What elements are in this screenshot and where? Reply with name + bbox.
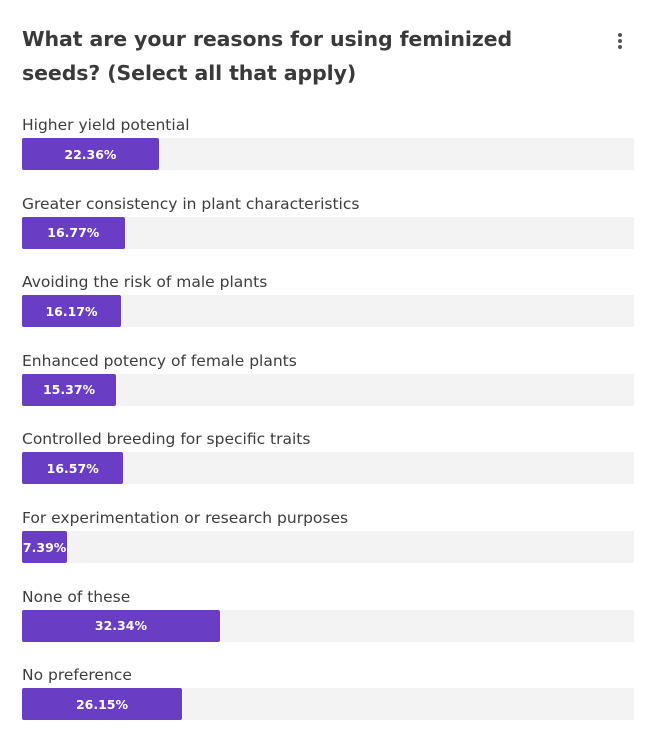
result-row: Enhanced potency of female plants 15.37% bbox=[22, 346, 634, 418]
bar-track: 16.77% bbox=[22, 216, 634, 249]
option-label: Greater consistency in plant characteris… bbox=[22, 194, 360, 213]
bar: 16.17% bbox=[22, 295, 121, 328]
bar-value-label: 32.34% bbox=[94, 618, 147, 634]
bar-value-label: 16.77% bbox=[47, 225, 100, 241]
bar-value-label: 22.36% bbox=[64, 146, 117, 162]
result-row: Avoiding the risk of male plants 16.17% bbox=[22, 267, 634, 339]
bar: 16.77% bbox=[22, 216, 125, 249]
bar-value-label: 16.17% bbox=[45, 303, 98, 319]
bar: 7.39% bbox=[22, 531, 68, 563]
result-row: For experimentation or research purposes… bbox=[22, 503, 634, 575]
option-label: Higher yield potential bbox=[22, 116, 190, 134]
option-label: Avoiding the risk of male plants bbox=[22, 273, 268, 292]
bar-track: 16.57% bbox=[22, 452, 634, 485]
bar-value-label: 15.37% bbox=[42, 382, 96, 398]
bar-track: 16.17% bbox=[22, 295, 634, 328]
bar-track: 26.15% bbox=[22, 688, 634, 721]
option-label: Enhanced potency of female plants bbox=[22, 351, 297, 370]
bar-value-label: 7.39% bbox=[22, 539, 67, 555]
more-options-icon[interactable] bbox=[610, 30, 630, 52]
bar: 15.37% bbox=[22, 373, 117, 406]
bar: 22.36% bbox=[22, 138, 159, 170]
poll-title: What are your reasons for using feminize… bbox=[22, 27, 513, 85]
bar-track: 22.36% bbox=[22, 138, 634, 170]
result-row: Controlled breeding for specific traits 1… bbox=[22, 424, 634, 496]
bar: 16.57% bbox=[22, 452, 124, 485]
result-row: Greater consistency in plant characteris… bbox=[22, 189, 634, 261]
option-label: None of these bbox=[22, 587, 131, 606]
bar-track: 32.34% bbox=[22, 609, 634, 642]
bar-value-label: 16.57% bbox=[46, 460, 99, 476]
bar-track: 7.39% bbox=[22, 531, 634, 563]
option-label: No preference bbox=[22, 666, 132, 685]
bar: 32.34% bbox=[22, 609, 220, 642]
bar-value-label: 26.15% bbox=[75, 696, 129, 712]
bar-track: 15.37% bbox=[22, 373, 634, 406]
result-row: None of these 32.34% bbox=[22, 582, 634, 654]
option-label: Controlled breeding for specific traits bbox=[22, 430, 311, 449]
option-label: For experimentation or research purposes bbox=[22, 509, 349, 527]
bar: 26.15% bbox=[22, 688, 183, 721]
result-row: No preference 26.15% bbox=[22, 660, 634, 732]
result-row: Higher yield potential 22.36% bbox=[22, 110, 634, 182]
